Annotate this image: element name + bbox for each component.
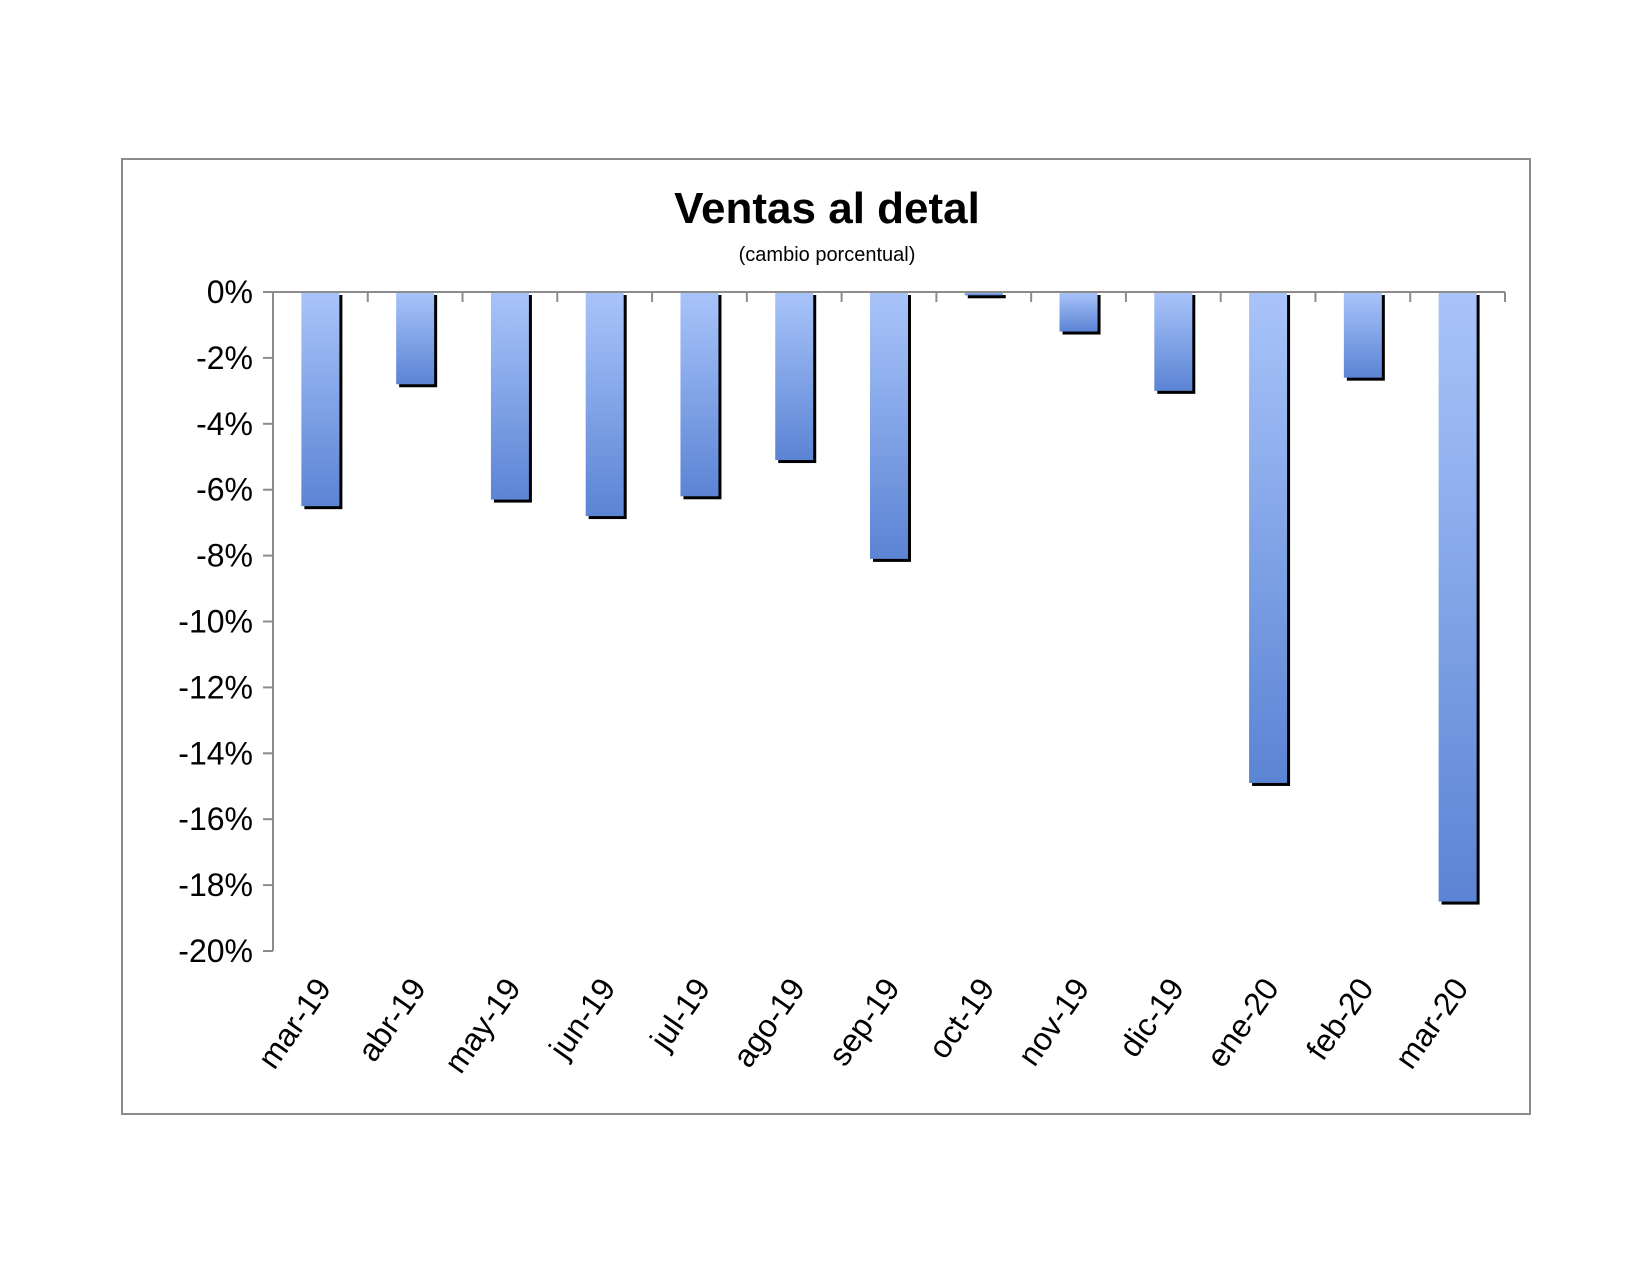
y-tick-label: -18% bbox=[178, 867, 253, 903]
chart-title: Ventas al detal bbox=[674, 184, 980, 233]
y-tick-label: -2% bbox=[196, 340, 253, 376]
y-tick-label: -4% bbox=[196, 406, 253, 442]
x-tick-label: nov-19 bbox=[1011, 971, 1097, 1072]
y-tick-label: -6% bbox=[196, 472, 253, 508]
y-tick-label: -12% bbox=[178, 669, 253, 705]
x-tick-label: abr-19 bbox=[350, 971, 433, 1067]
y-tick-label: -16% bbox=[178, 801, 253, 837]
y-tick-label: -20% bbox=[178, 933, 253, 969]
bar bbox=[490, 292, 529, 500]
x-tick-label: sep-19 bbox=[821, 971, 907, 1072]
y-tick-label: 0% bbox=[207, 274, 253, 310]
chart-svg: Ventas al detal (cambio porcentual) 0% -2… bbox=[178, 184, 1506, 1079]
bar bbox=[1249, 292, 1288, 783]
plot-area: 0%-2%-4%-6%-8%-10%-12%-14%-16%-18%-20%ma… bbox=[178, 274, 1506, 1079]
bar bbox=[1154, 292, 1193, 391]
x-tick-label: jul-19 bbox=[642, 971, 717, 1057]
x-tick-label: jun-19 bbox=[541, 971, 622, 1065]
bar bbox=[680, 292, 719, 497]
x-tick-label: feb-20 bbox=[1299, 971, 1381, 1066]
y-tick-label: -14% bbox=[178, 735, 253, 771]
bar bbox=[775, 292, 814, 461]
bar-shadow bbox=[967, 295, 1006, 299]
bar bbox=[1438, 292, 1477, 902]
bar bbox=[585, 292, 624, 517]
x-tick-label: ene-20 bbox=[1199, 971, 1286, 1073]
bar bbox=[870, 292, 908, 559]
bar bbox=[301, 292, 340, 507]
y-tick-label: -8% bbox=[196, 538, 253, 574]
x-tick-label: dic-19 bbox=[1112, 971, 1191, 1063]
x-tick-label: mar-20 bbox=[1388, 971, 1476, 1075]
chart-frame: Ventas al detal (cambio porcentual) 0% -2… bbox=[121, 158, 1531, 1115]
x-tick-label: may-19 bbox=[437, 971, 528, 1079]
bar bbox=[1059, 292, 1098, 332]
x-tick-label: mar-19 bbox=[250, 971, 338, 1075]
y-tick-label: -10% bbox=[178, 604, 253, 640]
bar bbox=[964, 292, 1003, 296]
chart-subtitle: (cambio porcentual) bbox=[739, 244, 916, 266]
x-tick-label: oct-19 bbox=[921, 971, 1002, 1065]
bar bbox=[1343, 292, 1382, 378]
x-tick-label: ago-19 bbox=[725, 971, 812, 1073]
bar bbox=[396, 292, 435, 385]
